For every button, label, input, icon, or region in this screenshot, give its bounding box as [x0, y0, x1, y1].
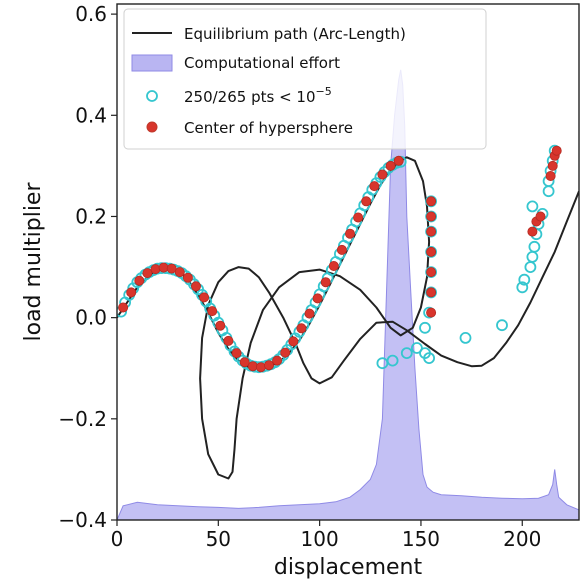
hypersphere-center-point	[426, 211, 437, 222]
hypersphere-center-point	[344, 228, 355, 239]
hypersphere-center-point	[272, 355, 283, 366]
hypersphere-center-point	[361, 196, 372, 207]
hypersphere-center-point	[126, 287, 137, 298]
legend: Equilibrium path (Arc-Length) Computatio…	[123, 8, 487, 150]
legend-label-path: Equilibrium path (Arc-Length)	[184, 25, 406, 43]
converged-point	[423, 352, 436, 365]
hypersphere-center-point	[288, 336, 299, 347]
x-tick-label: 50	[206, 527, 231, 551]
hypersphere-center-point	[551, 145, 562, 156]
y-axis-label: load multiplier	[21, 182, 46, 342]
x-axis-label: displacement	[274, 555, 423, 580]
hypersphere-center-point	[118, 302, 129, 313]
hypersphere-center-point	[280, 347, 291, 358]
legend-open-marker	[146, 90, 158, 102]
hypersphere-center-point	[150, 264, 161, 275]
hypersphere-center-point	[182, 272, 193, 283]
hypersphere-center-point	[174, 267, 185, 278]
converged-point	[496, 319, 508, 332]
converged-point	[518, 273, 531, 286]
x-tick-label: 100	[301, 527, 339, 551]
hypersphere-center-point	[369, 181, 380, 192]
converged-point	[410, 342, 423, 354]
hypersphere-center-point	[231, 348, 242, 359]
y-tick-label: 0.2	[75, 204, 107, 228]
hypersphere-centers-layer	[118, 145, 562, 373]
hypersphere-center-point	[377, 169, 388, 180]
hypersphere-center-point	[426, 287, 437, 298]
hypersphere-center-point	[255, 362, 266, 373]
hypersphere-center-point	[190, 281, 201, 292]
x-axis-ticks: 0 50 100 150 200	[111, 520, 541, 551]
hypersphere-center-point	[215, 320, 226, 331]
y-axis-ticks: −0.4 −0.2 0.0 0.2 0.4 0.6	[58, 2, 117, 532]
converged-point	[425, 245, 438, 258]
y-tick-label: −0.4	[58, 508, 107, 532]
hypersphere-center-point	[336, 244, 347, 255]
plot-area	[117, 69, 579, 520]
hypersphere-center-point	[223, 335, 234, 346]
hypersphere-center-point	[296, 323, 307, 334]
hypersphere-center-point	[353, 212, 364, 223]
hypersphere-center-point	[426, 246, 437, 257]
hypersphere-center-point	[545, 170, 556, 181]
hypersphere-center-point	[328, 260, 339, 271]
hypersphere-center-point	[304, 308, 315, 319]
legend-label-effort: Computational effort	[184, 54, 340, 72]
hypersphere-center-point	[426, 267, 437, 278]
converged-point	[526, 200, 539, 213]
hypersphere-center-point	[393, 155, 404, 166]
legend-label-converged: 250/265 pts < 10−5	[184, 85, 332, 106]
converged-point	[419, 321, 431, 334]
converged-point	[516, 281, 529, 294]
legend-box	[123, 8, 487, 150]
converged-point	[400, 347, 413, 360]
hypersphere-center-point	[239, 357, 250, 368]
converged-point	[528, 240, 541, 253]
converged-point	[459, 331, 472, 344]
hypersphere-center-point	[134, 275, 145, 286]
y-tick-label: 0.6	[75, 2, 107, 26]
hypersphere-center-point	[320, 277, 331, 288]
hypersphere-center-point	[385, 160, 396, 171]
legend-superscript: −5	[316, 85, 332, 98]
legend-filled-marker	[146, 121, 158, 133]
y-tick-label: −0.2	[58, 407, 107, 431]
y-tick-label: 0.0	[75, 306, 107, 330]
hypersphere-center-point	[426, 226, 437, 237]
hypersphere-center-point	[547, 160, 558, 171]
hypersphere-center-point	[207, 306, 218, 317]
y-tick-label: 0.4	[75, 103, 107, 127]
hypersphere-center-point	[527, 226, 538, 237]
x-tick-label: 0	[111, 527, 124, 551]
x-tick-label: 200	[503, 527, 541, 551]
converged-point	[425, 195, 438, 208]
hypersphere-center-point	[199, 292, 210, 303]
converged-point	[425, 266, 438, 279]
x-tick-label: 150	[402, 527, 440, 551]
hypersphere-center-point	[142, 268, 153, 279]
hypersphere-center-point	[426, 307, 437, 318]
converged-point	[386, 354, 399, 367]
converged-point	[425, 225, 438, 238]
plot-frame	[116, 3, 580, 521]
hypersphere-center-point	[263, 360, 274, 371]
hypersphere-center-point	[535, 211, 546, 222]
converged-point	[425, 286, 438, 299]
hypersphere-center-point	[426, 196, 437, 207]
hypersphere-center-point	[312, 293, 323, 304]
legend-patch-swatch	[131, 54, 173, 72]
legend-label-center: Center of hypersphere	[184, 119, 353, 137]
converged-point	[425, 210, 438, 223]
